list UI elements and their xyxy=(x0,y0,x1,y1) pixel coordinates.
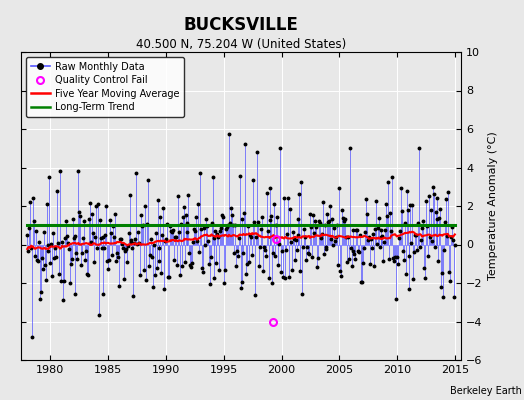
Y-axis label: Temperature Anomaly (°C): Temperature Anomaly (°C) xyxy=(488,132,498,280)
Text: Berkeley Earth: Berkeley Earth xyxy=(450,386,521,396)
Legend: Raw Monthly Data, Quality Control Fail, Five Year Moving Average, Long-Term Tren: Raw Monthly Data, Quality Control Fail, … xyxy=(26,57,184,117)
Text: BUCKSVILLE: BUCKSVILLE xyxy=(183,16,299,34)
Text: 40.500 N, 75.204 W (United States): 40.500 N, 75.204 W (United States) xyxy=(136,38,346,51)
